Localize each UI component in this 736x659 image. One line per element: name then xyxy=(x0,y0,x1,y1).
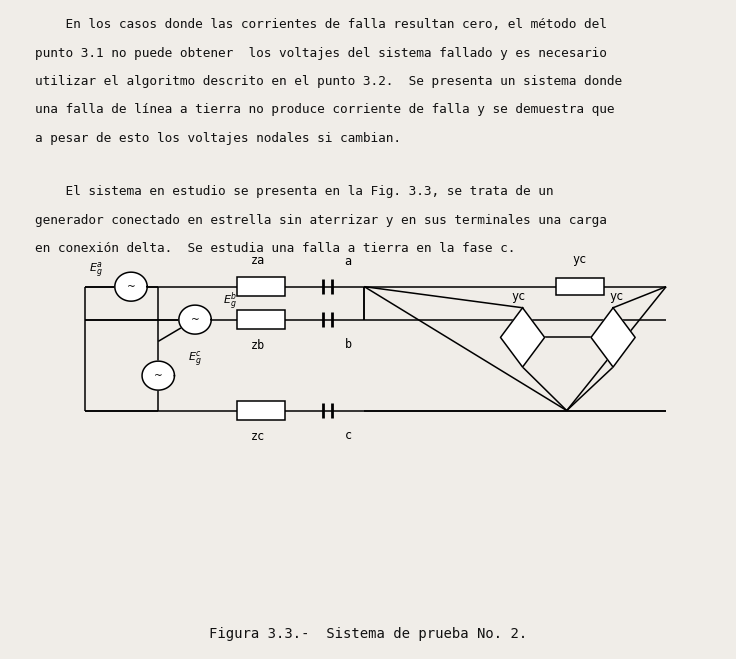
Text: zb: zb xyxy=(250,339,265,353)
Bar xyxy=(237,310,286,329)
Text: yc: yc xyxy=(609,290,624,303)
Text: c: c xyxy=(344,429,352,442)
Text: za: za xyxy=(250,254,265,267)
Polygon shape xyxy=(115,272,147,301)
Text: a: a xyxy=(344,255,352,268)
Bar xyxy=(556,278,604,295)
Text: zc: zc xyxy=(250,430,265,444)
Polygon shape xyxy=(591,308,635,367)
Polygon shape xyxy=(179,305,211,334)
Text: b: b xyxy=(344,338,352,351)
Text: una falla de línea a tierra no produce corriente de falla y se demuestra que: una falla de línea a tierra no produce c… xyxy=(35,103,615,117)
Polygon shape xyxy=(142,361,174,390)
Text: $E^a_g$: $E^a_g$ xyxy=(88,260,103,280)
Bar xyxy=(237,401,286,420)
Text: El sistema en estudio se presenta en la Fig. 3.3, se trata de un: El sistema en estudio se presenta en la … xyxy=(35,185,553,198)
Text: ~: ~ xyxy=(154,370,163,381)
Text: En los casos donde las corrientes de falla resultan cero, el método del: En los casos donde las corrientes de fal… xyxy=(35,18,607,32)
Bar xyxy=(237,277,286,296)
Text: yc: yc xyxy=(573,252,587,266)
Text: generador conectado en estrella sin aterrizar y en sus terminales una carga: generador conectado en estrella sin ater… xyxy=(35,214,607,227)
Text: $E^c_g$: $E^c_g$ xyxy=(188,349,202,369)
Text: a pesar de esto los voltajes nodales si cambian.: a pesar de esto los voltajes nodales si … xyxy=(35,132,401,145)
Text: ~: ~ xyxy=(127,281,135,292)
Polygon shape xyxy=(500,308,545,367)
Text: $E^b_g$: $E^b_g$ xyxy=(223,291,238,313)
Text: Figura 3.3.-  Sistema de prueba No. 2.: Figura 3.3.- Sistema de prueba No. 2. xyxy=(209,627,527,641)
Text: yc: yc xyxy=(512,290,526,303)
Text: utilizar el algoritmo descrito en el punto 3.2.  Se presenta un sistema donde: utilizar el algoritmo descrito en el pun… xyxy=(35,75,623,88)
Text: punto 3.1 no puede obtener  los voltajes del sistema fallado y es necesario: punto 3.1 no puede obtener los voltajes … xyxy=(35,47,607,60)
Text: en conexión delta.  Se estudia una falla a tierra en la fase c.: en conexión delta. Se estudia una falla … xyxy=(35,242,516,255)
Text: ~: ~ xyxy=(191,314,199,325)
